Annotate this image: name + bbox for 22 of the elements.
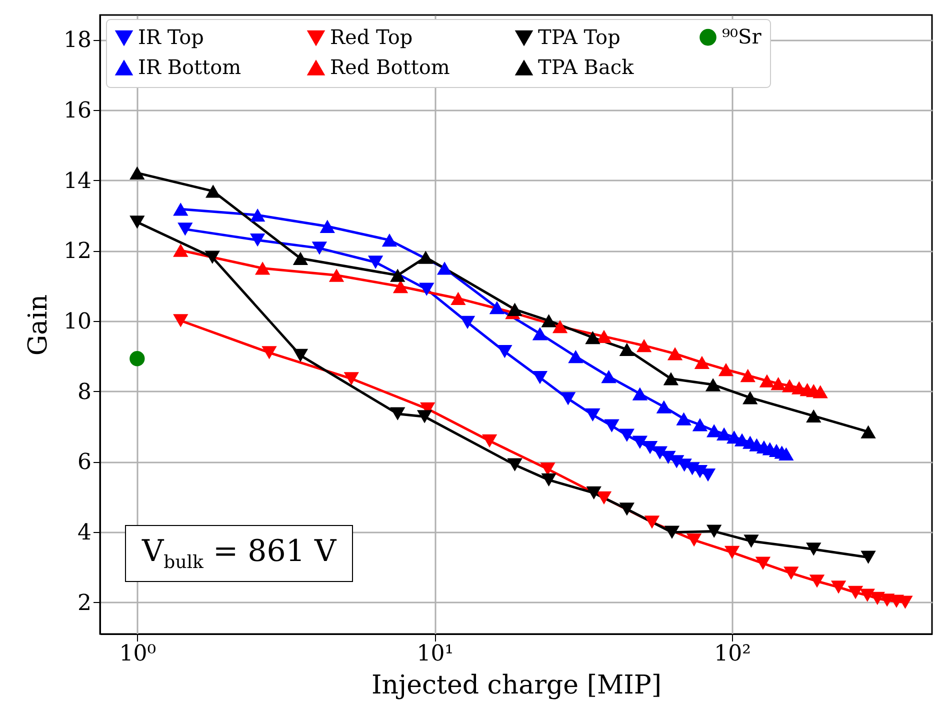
legend-label: Red Bottom	[330, 55, 450, 79]
y-tick-label: 8	[78, 380, 92, 405]
x-tick-label: 10⁰	[119, 642, 156, 666]
y-tick-label: 4	[78, 520, 92, 546]
annotation: V$_{bulk}$ = 861 V	[125, 525, 354, 582]
legend-label: TPA Back	[538, 55, 635, 79]
x-tick-label: 10¹	[416, 642, 454, 666]
y-tick-label: 6	[78, 450, 92, 476]
y-tick-label: 12	[64, 239, 92, 264]
x-tick-label: 10²	[714, 642, 751, 666]
legend-label: IR Top	[138, 24, 204, 49]
legend-label: TPA Top	[538, 24, 620, 49]
legend-label: Red Top	[330, 24, 413, 49]
legend-label: ⁹⁰Sr	[722, 24, 762, 48]
y-axis-title: Gain	[24, 294, 54, 356]
y-tick-label: 2	[78, 590, 92, 616]
legend-label: IR Bottom	[138, 55, 242, 79]
y-tick-label: 10	[64, 309, 92, 334]
y-tick-label: 16	[64, 98, 92, 124]
y-tick-label: 18	[64, 28, 92, 54]
y-tick-label: 14	[64, 168, 92, 194]
x-axis-title: Injected charge [MIP]	[372, 670, 662, 700]
